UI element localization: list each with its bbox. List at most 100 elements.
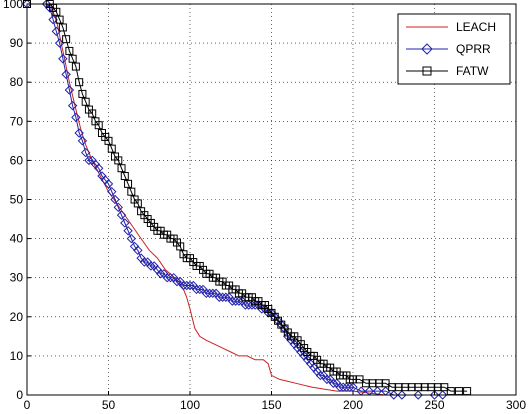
data-point-diamond [172,276,182,287]
data-point-square [176,242,185,251]
data-point-diamond [77,136,88,146]
legend-label-leach: LEACH [456,20,496,34]
x-tick-label: 150 [261,398,281,412]
data-point-square [62,35,71,44]
data-point-square [94,121,103,130]
data-point-diamond [322,374,332,385]
x-tick-label: 250 [424,398,444,412]
data-point-diamond [338,382,348,392]
data-point-diamond [413,390,423,400]
y-tick-label: 90 [10,36,24,50]
legend-marker-square [422,66,432,76]
data-point-diamond [208,288,218,299]
y-tick-label: 80 [10,75,24,89]
data-point-diamond [67,100,78,111]
data-point-diamond [107,186,117,197]
y-tick-label: 100 [3,0,23,11]
data-point-diamond [240,300,251,310]
data-point-square [120,172,129,181]
data-point-diamond [191,284,202,295]
data-point-diamond [195,284,205,295]
legend-label-qprr: QPRR [456,42,491,56]
data-point-square [52,7,61,16]
y-tick-label: 30 [10,271,24,285]
data-point-square [75,78,84,87]
y-tick-label: 10 [10,349,24,363]
data-point-diamond [230,296,241,306]
data-point-diamond [328,378,339,388]
data-point-square [68,54,77,63]
data-point-diamond [201,288,212,299]
data-point-square [78,89,87,98]
data-point-square [65,46,74,55]
data-point-diamond [58,54,68,64]
data-point-diamond [341,382,352,392]
axes: 0 50 100 150 200 250 300 0 10 20 30 40 50 60 70 80 90 100 [3,0,526,412]
data-point-square [71,62,80,71]
data-point-square [124,179,133,188]
data-point-diamond [155,269,166,279]
data-point-diamond [217,292,228,302]
data-point-diamond [116,210,127,220]
y-tick-label: 70 [10,114,24,128]
data-point-diamond [182,280,192,291]
data-point-diamond [162,272,172,283]
data-point-diamond [139,257,150,267]
x-tick-label: 0 [24,398,31,412]
data-point-diamond [64,85,75,95]
data-point-square [58,23,67,32]
data-point-square [133,199,142,208]
data-point-diamond [437,390,448,400]
data-point-diamond [110,194,120,205]
legend: LEACH QPRR FATW [397,13,511,85]
data-point-square [107,144,116,153]
data-point-square [127,187,136,196]
data-point-square [104,136,113,145]
data-point-diamond [103,179,114,189]
data-point-diamond [61,69,71,80]
data-point-diamond [397,390,407,400]
x-tick-label: 300 [506,398,526,412]
y-tick-label: 60 [10,153,24,167]
data-point-diamond [214,292,225,302]
data-point-diamond [204,288,215,299]
data-point-diamond [84,155,94,166]
data-point-diamond [94,163,104,173]
data-point-diamond [345,382,355,392]
data-point-diamond [185,280,195,291]
data-point-diamond [178,280,189,291]
data-point-square [117,164,126,173]
data-point-diamond [335,382,345,392]
data-point-diamond [126,233,137,244]
data-point-diamond [80,147,91,158]
series-layer [22,0,472,400]
data-point-diamond [123,226,133,236]
data-point-square [88,109,97,118]
data-point-diamond [133,245,143,256]
y-tick-label: 40 [10,232,24,246]
x-tick-label: 50 [102,398,116,412]
data-point-square [55,15,64,24]
data-point-diamond [165,272,176,283]
series-line-fatw [27,3,468,392]
data-point-square [114,156,123,165]
data-point-square [81,97,90,106]
x-tick-label: 200 [343,398,363,412]
data-point-diamond [315,370,326,381]
legend-label-fatw: FATW [456,64,489,78]
data-point-diamond [146,261,156,271]
data-point-diamond [120,218,130,228]
legend-marker-diamond [421,43,433,55]
series-fatw [23,0,472,396]
data-point-diamond [429,390,440,400]
y-tick-label: 20 [10,310,24,324]
y-tick-label: 0 [16,388,23,402]
data-point-diamond [113,202,123,213]
data-point-diamond [74,128,84,138]
data-point-diamond [71,112,81,123]
data-point-diamond [227,296,238,306]
y-tick-label: 50 [10,193,24,207]
data-point-diamond [221,292,231,302]
data-point-diamond [389,390,399,400]
